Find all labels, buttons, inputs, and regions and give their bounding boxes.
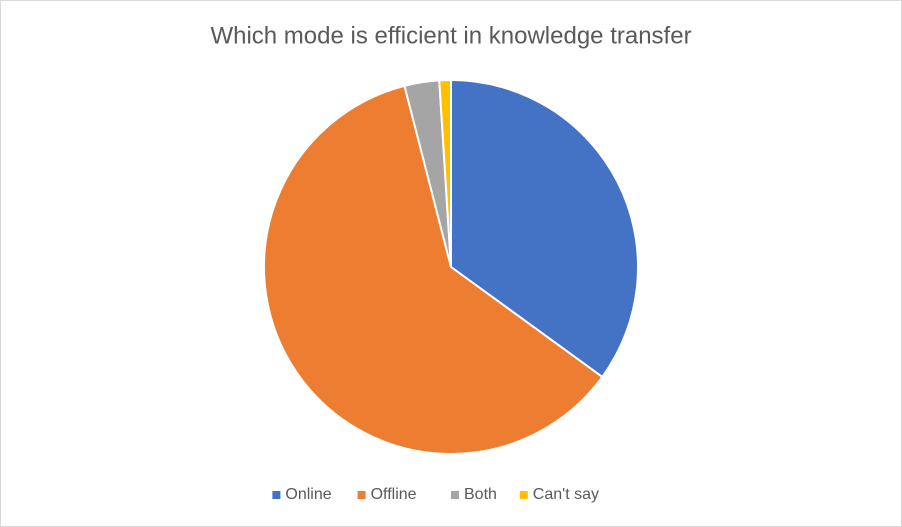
legend-label: Online	[285, 486, 331, 503]
legend-label: Both	[464, 486, 497, 503]
legend-label: Can't say	[533, 486, 599, 503]
pie-slice	[438, 78, 452, 268]
legend-label: Offline	[371, 486, 417, 503]
legend-swatch	[519, 491, 528, 499]
legend-swatch	[272, 491, 281, 499]
pie-slice	[263, 84, 604, 455]
legend-swatch	[357, 491, 366, 499]
chart-title: Which mode is efficient in knowledge tra…	[210, 22, 691, 49]
pie-slice	[450, 78, 639, 379]
legend-swatch	[451, 491, 459, 499]
